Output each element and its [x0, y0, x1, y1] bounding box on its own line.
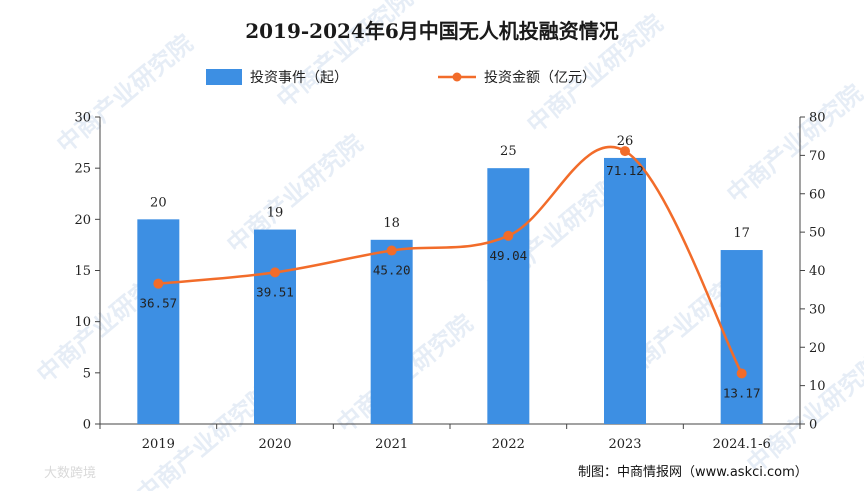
line-series — [153, 145, 747, 379]
left-tick-label: 15 — [74, 264, 91, 279]
right-tick-label: 80 — [809, 111, 826, 126]
bar — [137, 219, 180, 424]
legend-bar-swatch — [206, 69, 242, 85]
x-tick-label: 2024.1-6 — [713, 437, 771, 452]
bar-labels: 20 19 18 25 26 17 — [150, 134, 750, 241]
legend-line-marker — [452, 72, 462, 82]
x-tick-label: 2022 — [492, 437, 525, 452]
x-tick-label: 2020 — [258, 437, 291, 452]
right-tick-label: 70 — [809, 149, 826, 164]
x-tick-label: 2019 — [142, 437, 175, 452]
left-tick-label: 20 — [74, 213, 91, 228]
right-tick-label: 30 — [809, 302, 826, 317]
right-tick-label: 40 — [809, 264, 826, 279]
legend-line-label: 投资金额（亿元） — [484, 70, 596, 86]
line-value-label: 13.17 — [723, 385, 761, 400]
watermark-text: 中商产业研究院 — [52, 29, 199, 158]
bar-value-label: 25 — [500, 144, 517, 159]
right-tick-label: 50 — [809, 226, 826, 241]
bar-value-label: 26 — [617, 134, 634, 149]
line-point — [736, 368, 747, 379]
right-tick-label: 20 — [809, 341, 826, 356]
source-text: 制图：中商情报网（www.askci.com） — [578, 465, 808, 480]
line-point — [153, 278, 164, 289]
legend-bar-label: 投资事件（起） — [250, 70, 348, 86]
right-tick-label: 0 — [809, 418, 817, 433]
left-tick-label: 30 — [74, 111, 91, 126]
watermark-text: 中商产业研究院 — [722, 79, 864, 208]
bar — [604, 157, 646, 424]
bar — [720, 250, 763, 424]
right-tick-label: 10 — [809, 379, 826, 394]
watermark-text: 中商产业研究院 — [272, 0, 419, 114]
bar-value-label: 18 — [383, 216, 400, 231]
bar-value-label: 17 — [733, 226, 750, 241]
bars — [137, 157, 763, 424]
bar-value-label: 20 — [150, 195, 167, 210]
line-value-label: 49.04 — [490, 248, 528, 263]
x-tick-label: 2021 — [375, 437, 408, 452]
left-tick-label: 5 — [83, 366, 91, 381]
line-point — [503, 230, 514, 241]
line-point — [270, 267, 280, 278]
bar — [254, 229, 296, 424]
left-tick-label: 0 — [83, 418, 91, 433]
left-tick-label: 25 — [74, 162, 91, 177]
line-value-label: 45.20 — [373, 263, 411, 278]
legend: 投资事件（起） 投资金额（亿元） — [206, 69, 596, 86]
left-tick-label: 10 — [74, 315, 91, 330]
chart-title: 2019-2024年6月中国无人机投融资情况 — [245, 19, 619, 43]
line-value-label: 71.12 — [606, 163, 644, 178]
line-labels: 36.57 39.51 45.20 49.04 71.12 13.17 — [140, 163, 761, 400]
bar-value-label: 19 — [267, 206, 284, 221]
right-tick-label: 60 — [809, 187, 826, 202]
line-point — [386, 245, 397, 256]
line-point — [620, 146, 630, 157]
x-tick-label: 2023 — [608, 437, 641, 452]
line-value-label: 39.51 — [256, 284, 294, 299]
line-value-label: 36.57 — [140, 296, 178, 311]
bar — [487, 168, 530, 424]
bar — [370, 239, 413, 424]
corner-watermark: 大数跨境 — [44, 466, 96, 481]
